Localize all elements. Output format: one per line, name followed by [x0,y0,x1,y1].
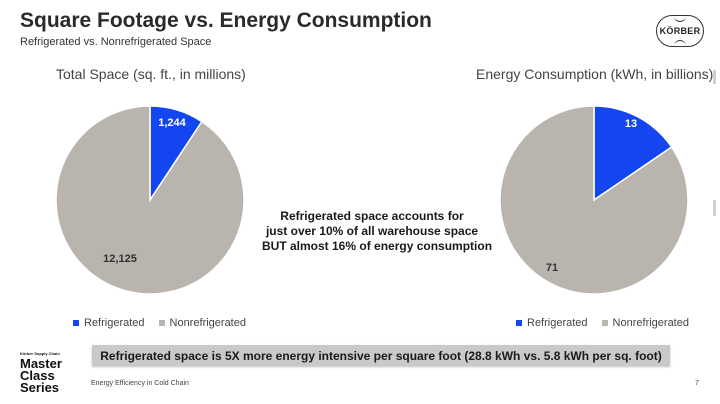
energy-chart-title: Energy Consumption (kWh, in billions) [476,66,714,82]
energy-pie: 13 71 [499,105,689,295]
pie-slice-nonrefrigerated [499,105,689,295]
logo-text: KÖRBER [659,26,701,36]
series-line: Series [20,380,60,395]
legend-swatch-refrigerated [73,320,79,326]
legend-label-nonrefrigerated: Nonrefrigerated [169,317,246,329]
pie-slice-nonrefrigerated [55,105,245,295]
insight-callout: Refrigerated space accounts for just ove… [262,209,493,254]
series-line: Master [20,356,62,371]
legend-label-refrigerated: Refrigerated [84,317,145,329]
legend-label-nonrefrigerated: Nonrefrigerated [612,317,689,329]
legend-swatch-refrigerated [516,320,522,326]
slide-title: Square Footage vs. Energy Consumption [20,9,432,32]
legend-label-refrigerated: Refrigerated [527,317,588,329]
callout-line: Refrigerated space accounts for [280,209,464,223]
slide-subtitle: Refrigerated vs. Nonrefrigerated Space [20,36,212,48]
space-pie: 1,244 12,125 [55,105,245,295]
space-chart-title: Total Space (sq. ft., in millions) [56,66,246,82]
logo-arc-top [674,15,686,22]
intensity-banner: Refrigerated space is 5X more energy int… [92,345,670,366]
logo-arc-bottom [674,40,686,47]
pie-slice-refrigerated [593,105,673,202]
data-label-refrigerated: 1,244 [158,117,186,129]
callout-line: just over 10% of all warehouse space [265,224,479,238]
scroll-mark [713,70,716,84]
series-org: Körber Supply Chain [20,351,60,356]
scroll-mark [713,200,716,216]
data-label-nonrefrigerated: 71 [546,262,558,274]
page-number: 7 [695,380,699,387]
data-label-refrigerated: 13 [625,118,637,130]
callout-line: BUT almost 16% of energy consumption [262,239,493,253]
data-label-nonrefrigerated: 12,125 [103,253,137,265]
energy-legend: Refrigerated Nonrefrigerated [516,317,689,329]
space-legend: Refrigerated Nonrefrigerated [73,317,246,329]
master-class-series-logo: Körber Supply Chain Master Class Series [20,351,62,394]
legend-swatch-nonrefrigerated [158,320,165,326]
series-line: Class [20,368,55,383]
legend-swatch-nonrefrigerated [601,320,608,326]
footer-text: Energy Efficiency in Cold Chain [91,380,189,387]
